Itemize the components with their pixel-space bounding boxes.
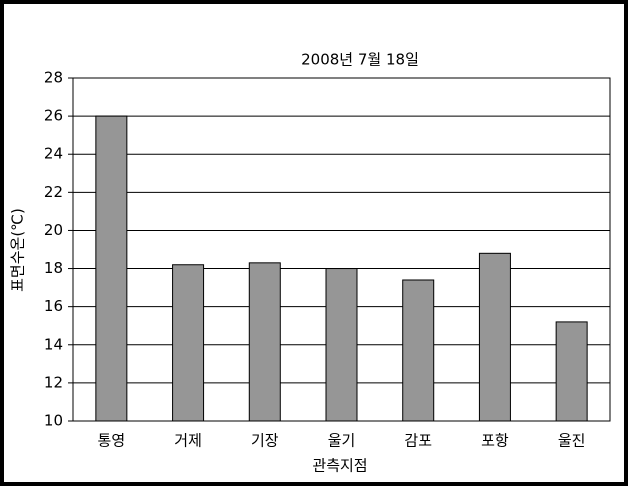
bar xyxy=(95,115,128,422)
chart-title: 2008년 7월 18일 xyxy=(301,51,419,69)
y-tick-label: 16 xyxy=(44,297,63,315)
bar xyxy=(172,264,205,422)
y-tick-label: 12 xyxy=(44,373,63,391)
y-tick-label: 28 xyxy=(44,69,63,87)
x-tick-label: 기장 xyxy=(251,432,279,450)
y-tick-label: 18 xyxy=(44,259,63,277)
x-tick-label: 통영 xyxy=(98,432,126,450)
x-tick-label: 감포 xyxy=(404,432,432,450)
x-tick-label: 울진 xyxy=(558,432,586,450)
y-axis-label: 표면수온(℃) xyxy=(9,208,27,292)
y-tick-label: 10 xyxy=(44,412,63,430)
y-tick-label: 26 xyxy=(44,107,63,125)
bar xyxy=(248,262,281,422)
bar xyxy=(478,252,511,422)
bar xyxy=(555,321,588,422)
bar xyxy=(402,279,435,422)
x-tick-label: 포항 xyxy=(481,432,509,450)
y-tick-label: 20 xyxy=(44,221,63,239)
y-tick-label: 24 xyxy=(44,145,63,163)
y-tick-label: 22 xyxy=(44,183,63,201)
x-tick-label: 울기 xyxy=(328,432,356,450)
y-tick-label: 14 xyxy=(44,335,63,353)
x-tick-label: 거제 xyxy=(174,432,202,450)
x-axis-label: 관측지점 xyxy=(312,457,367,475)
bar xyxy=(325,268,358,422)
